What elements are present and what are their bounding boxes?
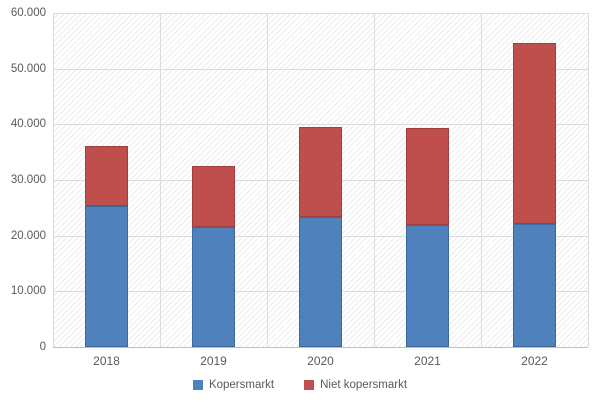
- bar-segment-2022-niet-kopersmarkt: [513, 43, 556, 224]
- x-tick-label: 2018: [93, 354, 120, 368]
- legend-label-kopersmarkt: Kopersmarkt: [208, 379, 275, 391]
- vertical-gridline: [374, 13, 375, 347]
- bar-segment-2018-kopersmarkt: [85, 206, 128, 347]
- bar-segment-2020-niet-kopersmarkt: [299, 127, 342, 217]
- legend-item-niet-kopersmarkt: Niet kopersmarkt: [304, 379, 407, 391]
- vertical-gridline: [588, 13, 589, 347]
- legend: Kopersmarkt Niet kopersmarkt: [0, 379, 600, 391]
- kopersmarkt-swatch-icon: [192, 380, 203, 390]
- y-tick-label: 20.000: [10, 230, 46, 242]
- vertical-gridline: [160, 13, 161, 347]
- vertical-gridline: [481, 13, 482, 347]
- plot-area: [53, 13, 589, 347]
- x-tick-label: 2022: [521, 354, 548, 368]
- bar-segment-2021-niet-kopersmarkt: [406, 128, 449, 225]
- bar-segment-2021-kopersmarkt: [406, 225, 449, 347]
- x-axis-line: [53, 347, 588, 348]
- legend-label-niet-kopersmarkt: Niet kopersmarkt: [320, 379, 408, 391]
- vertical-gridline: [53, 13, 54, 347]
- vertical-gridline: [267, 13, 268, 347]
- bar-segment-2019-kopersmarkt: [192, 227, 235, 347]
- niet-kopersmarkt-swatch-icon: [304, 380, 315, 390]
- x-tick-label: 2019: [200, 354, 227, 368]
- bar-segment-2022-kopersmarkt: [513, 224, 556, 347]
- y-tick-label: 60.000: [10, 7, 46, 19]
- y-tick-label: 10.000: [10, 285, 46, 297]
- bar-segment-2019-niet-kopersmarkt: [192, 166, 235, 227]
- y-tick-label: 40.000: [10, 118, 46, 130]
- horizontal-gridline: [53, 68, 588, 70]
- x-tick-label: 2020: [307, 354, 334, 368]
- y-tick-label: 50.000: [10, 63, 46, 75]
- y-tick-label: 30.000: [10, 174, 46, 186]
- horizontal-gridline: [53, 13, 588, 14]
- legend-item-kopersmarkt: Kopersmarkt: [192, 379, 275, 391]
- bar-segment-2018-niet-kopersmarkt: [85, 146, 128, 206]
- bar-segment-2020-kopersmarkt: [299, 217, 342, 347]
- y-tick-label: 0: [39, 341, 46, 353]
- x-tick-label: 2021: [414, 354, 441, 368]
- horizontal-gridline: [53, 124, 588, 126]
